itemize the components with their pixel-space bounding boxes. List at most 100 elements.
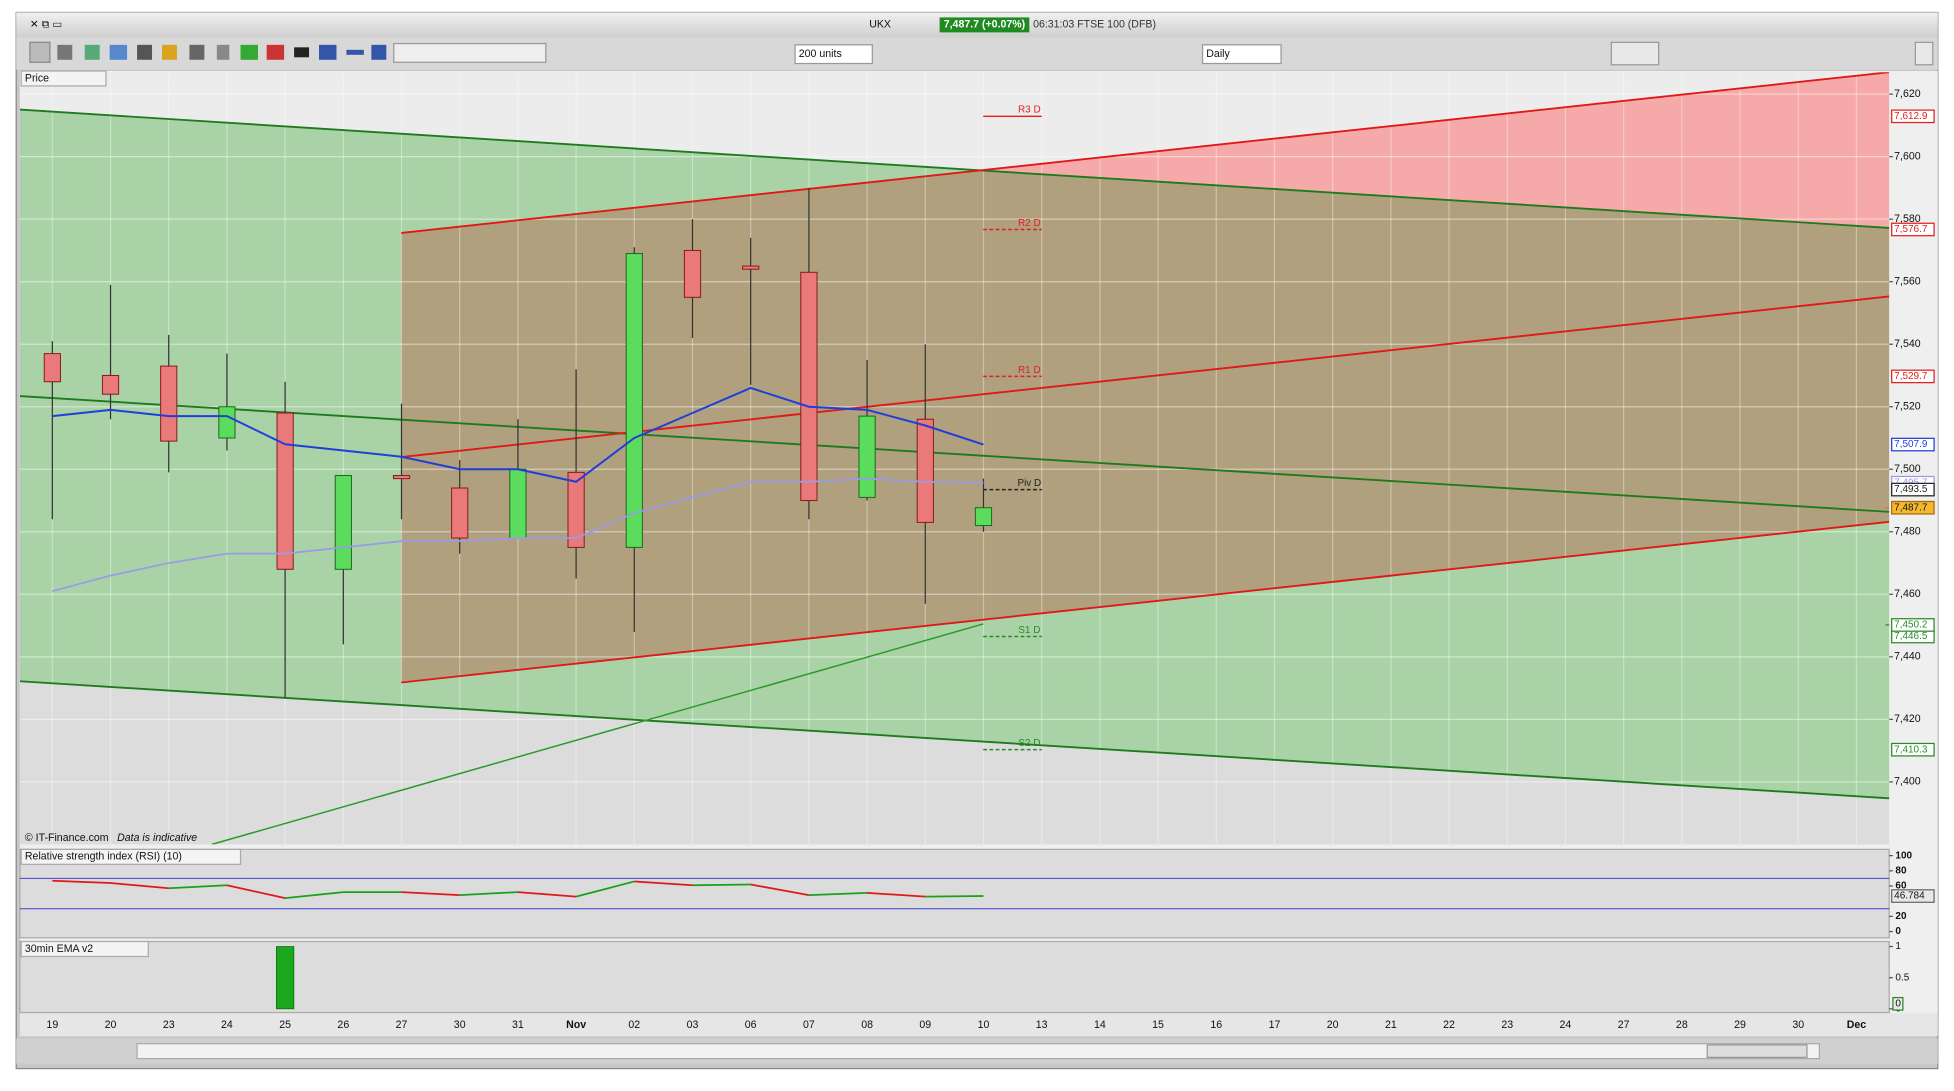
value-box-label: 7,446.5 <box>1894 631 1928 642</box>
trend-line <box>401 520 1890 684</box>
y-tick-label: 7,440 <box>1894 651 1921 663</box>
candle-body <box>800 271 818 502</box>
y-tick-label: 7,560 <box>1894 275 1921 287</box>
tool-button[interactable] <box>189 44 205 60</box>
rsi-segment <box>634 880 693 887</box>
rsi-segment <box>110 882 169 890</box>
candle-body <box>858 415 876 498</box>
x-axis-band <box>19 1013 1938 1037</box>
value-box-label: 7,612.9 <box>1894 111 1928 122</box>
y-tick-label: 7,420 <box>1894 713 1921 725</box>
x-tick-label: 24 <box>221 1019 233 1031</box>
y-tick-label: 0.5 <box>1895 972 1909 983</box>
y-tick-label: 1 <box>1895 941 1901 952</box>
color-palette[interactable] <box>393 42 547 63</box>
value-box-label: 7,487.7 <box>1894 502 1928 513</box>
y-tick-label: 7,480 <box>1894 526 1921 538</box>
candle-body <box>567 471 585 548</box>
bar <box>276 946 295 1010</box>
pivot-label: R2 D <box>1018 218 1041 229</box>
panel-title: Relative strength index (RSI) (10) <box>25 851 182 863</box>
panel-title: Price <box>25 72 49 84</box>
tool-button[interactable] <box>162 44 177 60</box>
tool-button[interactable] <box>346 49 364 55</box>
x-tick-label: 30 <box>1792 1019 1804 1031</box>
tool-button[interactable] <box>319 44 337 60</box>
tool-button[interactable] <box>266 44 285 60</box>
y-tick-label: 7,460 <box>1894 588 1921 600</box>
value-box-label: 7,410.3 <box>1894 744 1928 755</box>
copyright: © IT-Finance.com <box>25 832 109 844</box>
x-tick-label: 26 <box>337 1019 349 1031</box>
x-tick-label: 27 <box>1618 1019 1630 1031</box>
x-tick-label: Dec <box>1847 1019 1867 1031</box>
y-tick-label: 100 <box>1895 850 1912 861</box>
tool-button[interactable] <box>371 44 387 60</box>
x-tick-label: 20 <box>1327 1019 1339 1031</box>
value-box <box>1891 369 1935 384</box>
symbol-info: 06:31:03 FTSE 100 (DFB) <box>1033 19 1156 31</box>
pivot-label: S1 D <box>1018 625 1040 636</box>
symbol: UKX <box>869 19 891 31</box>
y-tick-label: 20 <box>1895 911 1907 922</box>
tool-button[interactable] <box>240 44 258 60</box>
panel-header[interactable] <box>20 940 149 958</box>
candle-body <box>683 249 702 298</box>
rsi-panel <box>19 848 1890 939</box>
x-tick-label: 23 <box>163 1019 175 1031</box>
value-box <box>1891 889 1935 903</box>
y-tick-label: 0 <box>1895 926 1901 937</box>
panel-header[interactable] <box>20 70 107 87</box>
rsi-segment <box>401 891 460 896</box>
x-tick-label: 31 <box>512 1019 524 1031</box>
panel-header[interactable] <box>20 848 242 865</box>
x-tick-label: 23 <box>1501 1019 1513 1031</box>
rsi-segment <box>517 891 577 898</box>
tool-button[interactable] <box>216 44 230 60</box>
x-tick-label: 13 <box>1036 1019 1048 1031</box>
scrollbar[interactable] <box>136 1043 1821 1060</box>
rsi-segment <box>226 884 286 900</box>
rsi-segment <box>808 891 868 896</box>
disclaimer: Data is indicative <box>117 832 197 844</box>
tool-button[interactable] <box>57 44 73 60</box>
x-tick-label: Nov <box>566 1019 586 1031</box>
x-tick-label: 20 <box>105 1019 117 1031</box>
trend-line <box>19 395 1890 513</box>
price-badge <box>939 17 1030 33</box>
candle-body <box>742 265 760 270</box>
trend-line <box>19 680 1890 800</box>
rsi-segment <box>867 891 926 898</box>
candle-body <box>509 468 527 539</box>
side-button[interactable] <box>1914 41 1934 66</box>
x-tick-label: 19 <box>46 1019 58 1031</box>
window-controls[interactable]: ✕ ⧉ ▭ <box>30 19 62 31</box>
trend-line <box>211 623 984 845</box>
x-tick-label: 24 <box>1560 1019 1572 1031</box>
tool-button[interactable] <box>84 44 100 60</box>
x-tick-label: 03 <box>687 1019 699 1031</box>
indicator-button[interactable] <box>1610 41 1660 66</box>
tool-button[interactable] <box>29 41 51 63</box>
y-tick-label: 7,540 <box>1894 338 1921 350</box>
period-select[interactable] <box>1201 44 1282 65</box>
value-box-label: 46.784 <box>1894 891 1925 902</box>
rsi-segment <box>750 883 810 896</box>
candle-body <box>276 412 294 570</box>
period-value: Daily <box>1206 48 1230 60</box>
rsi-segment <box>459 891 518 896</box>
panel-title: 30min EMA v2 <box>25 943 93 955</box>
tool-button[interactable] <box>294 47 310 58</box>
scroll-thumb[interactable] <box>1706 1044 1808 1058</box>
units-select[interactable] <box>794 44 873 65</box>
x-tick-label: 29 <box>1734 1019 1746 1031</box>
value-box <box>1891 482 1935 497</box>
value-box <box>1891 437 1935 452</box>
trend-lines <box>19 72 1890 845</box>
units-value: 200 units <box>799 48 842 60</box>
tool-button[interactable] <box>137 44 153 60</box>
trend-line <box>401 72 1890 234</box>
tool-button[interactable] <box>109 44 128 60</box>
